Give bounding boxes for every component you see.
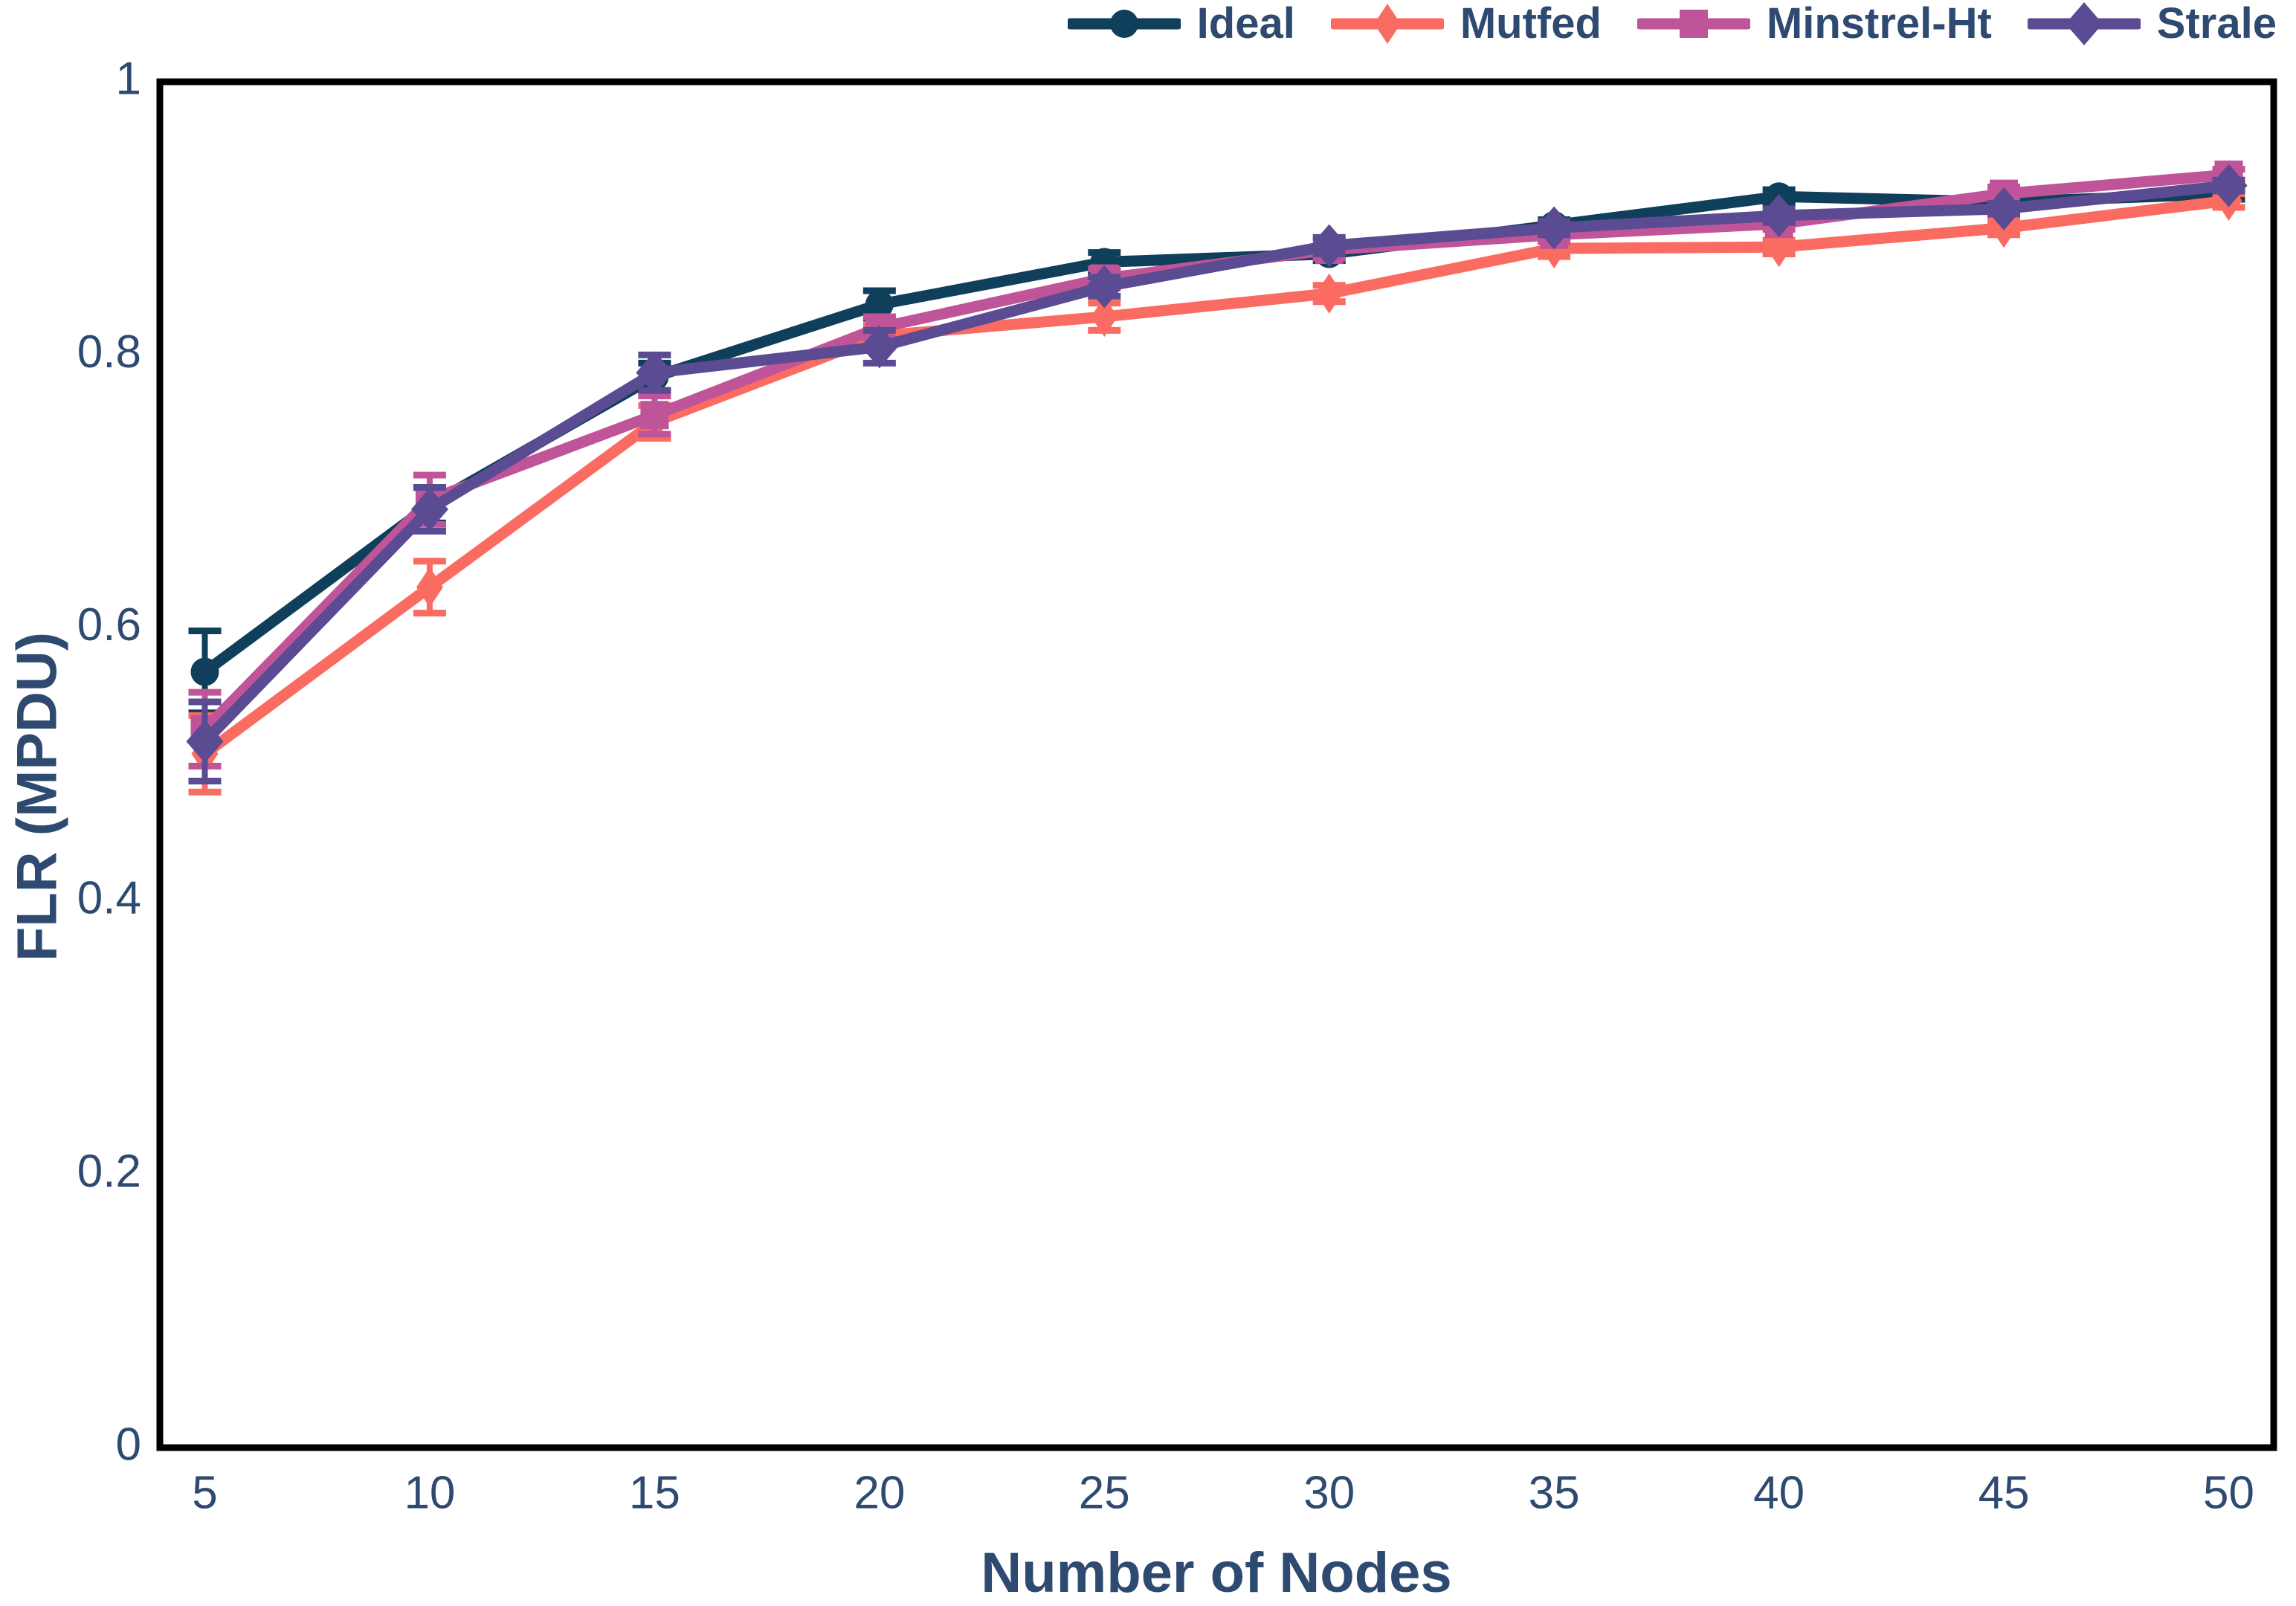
legend-item-ideal: Ideal xyxy=(1067,0,1295,48)
data-point-mutfed-10 xyxy=(416,567,443,607)
y-tick-label-0.8: 0.8 xyxy=(77,326,141,378)
x-tick-label-45: 45 xyxy=(1979,1467,2030,1518)
data-point-strale-5 xyxy=(186,720,224,764)
x-tick-label-50: 50 xyxy=(2203,1467,2254,1518)
legend-marker-shape xyxy=(2065,2,2103,45)
legend-marker-mutfed-icon xyxy=(1330,4,1444,44)
data-point-ideal-5 xyxy=(190,657,219,686)
legend-marker-shape xyxy=(1109,10,1138,38)
y-tick-label-0.2: 0.2 xyxy=(77,1146,141,1197)
legend-label-strale: Strale xyxy=(2156,0,2277,48)
y-tick-label-0.6: 0.6 xyxy=(77,599,141,651)
legend-label-mutfed: Mutfed xyxy=(1460,0,1602,48)
legend-marker-ideal-icon xyxy=(1067,10,1181,38)
legend-marker-shape xyxy=(1679,10,1708,38)
legend-item-mutfed: Mutfed xyxy=(1330,0,1602,48)
legend-marker-strale-icon xyxy=(2027,2,2141,45)
chart-legend: Ideal Mutfed Minstrel-Ht Strale xyxy=(1067,0,2277,48)
data-point-strale-20 xyxy=(860,325,898,369)
data-point-strale-15 xyxy=(636,351,674,395)
data-point-strale-40 xyxy=(1760,194,1798,238)
legend-marker-minstrel-ht-icon xyxy=(1636,10,1750,38)
legend-label-ideal: Ideal xyxy=(1196,0,1295,48)
x-tick-label-25: 25 xyxy=(1079,1467,1130,1518)
data-point-strale-45 xyxy=(1985,187,2023,230)
x-tick-label-30: 30 xyxy=(1303,1467,1355,1518)
x-tick-label-35: 35 xyxy=(1529,1467,1580,1518)
y-axis-title: FLR (MPDU) xyxy=(5,631,69,962)
legend-item-strale: Strale xyxy=(2027,0,2277,48)
series-line-strale xyxy=(199,180,2235,747)
data-point-mutfed-25 xyxy=(1091,296,1118,337)
x-tick-label-15: 15 xyxy=(629,1467,680,1518)
legend-item-minstrel-ht: Minstrel-Ht xyxy=(1636,0,1992,48)
y-tick-label-0.4: 0.4 xyxy=(77,873,141,924)
series-line-mutfed xyxy=(199,195,2235,760)
data-point-mutfed-30 xyxy=(1315,273,1343,314)
plot-border xyxy=(156,78,2277,1451)
x-axis-title: Number of Nodes xyxy=(981,1541,1452,1605)
x-tick-label-40: 40 xyxy=(1753,1467,1805,1518)
legend-marker-shape xyxy=(1373,4,1401,44)
data-point-strale-50 xyxy=(2210,164,2248,207)
data-point-ideal-20 xyxy=(865,290,894,319)
x-tick-label-10: 10 xyxy=(404,1467,455,1518)
data-point-minstrel-ht-15 xyxy=(640,401,669,430)
data-point-strale-10 xyxy=(410,487,448,531)
legend-label-minstrel-ht: Minstrel-Ht xyxy=(1766,0,1992,48)
x-tick-label-5: 5 xyxy=(192,1467,217,1518)
x-tick-label-20: 20 xyxy=(854,1467,905,1518)
data-point-strale-35 xyxy=(1535,206,1573,250)
y-tick-label-1: 1 xyxy=(116,53,141,104)
y-tick-label-0: 0 xyxy=(116,1419,141,1470)
data-point-strale-25 xyxy=(1086,265,1123,309)
data-point-strale-30 xyxy=(1310,224,1348,268)
